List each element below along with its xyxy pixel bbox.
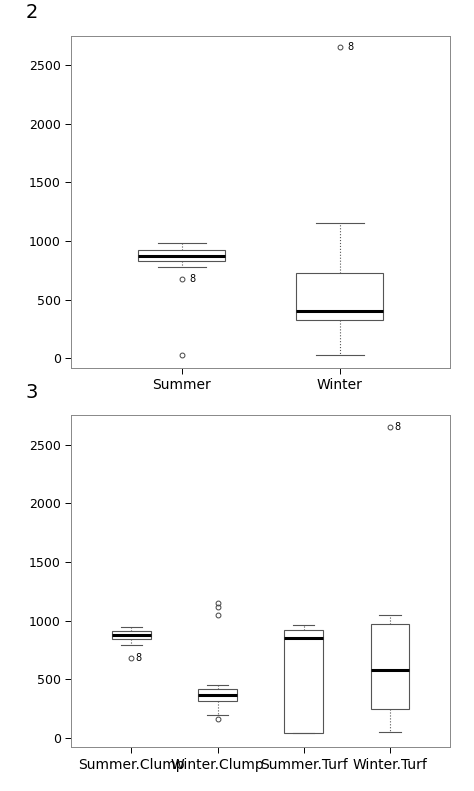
Bar <box>198 689 237 701</box>
Bar <box>284 630 323 733</box>
Text: 8: 8 <box>347 43 354 52</box>
Text: 8: 8 <box>136 653 142 664</box>
Text: 8: 8 <box>394 422 401 432</box>
Text: 2: 2 <box>26 3 38 22</box>
Bar <box>112 631 151 639</box>
Text: 3: 3 <box>26 383 38 402</box>
Bar <box>371 624 410 709</box>
Bar <box>296 273 383 320</box>
Bar <box>138 251 225 261</box>
Text: 8: 8 <box>190 274 196 284</box>
